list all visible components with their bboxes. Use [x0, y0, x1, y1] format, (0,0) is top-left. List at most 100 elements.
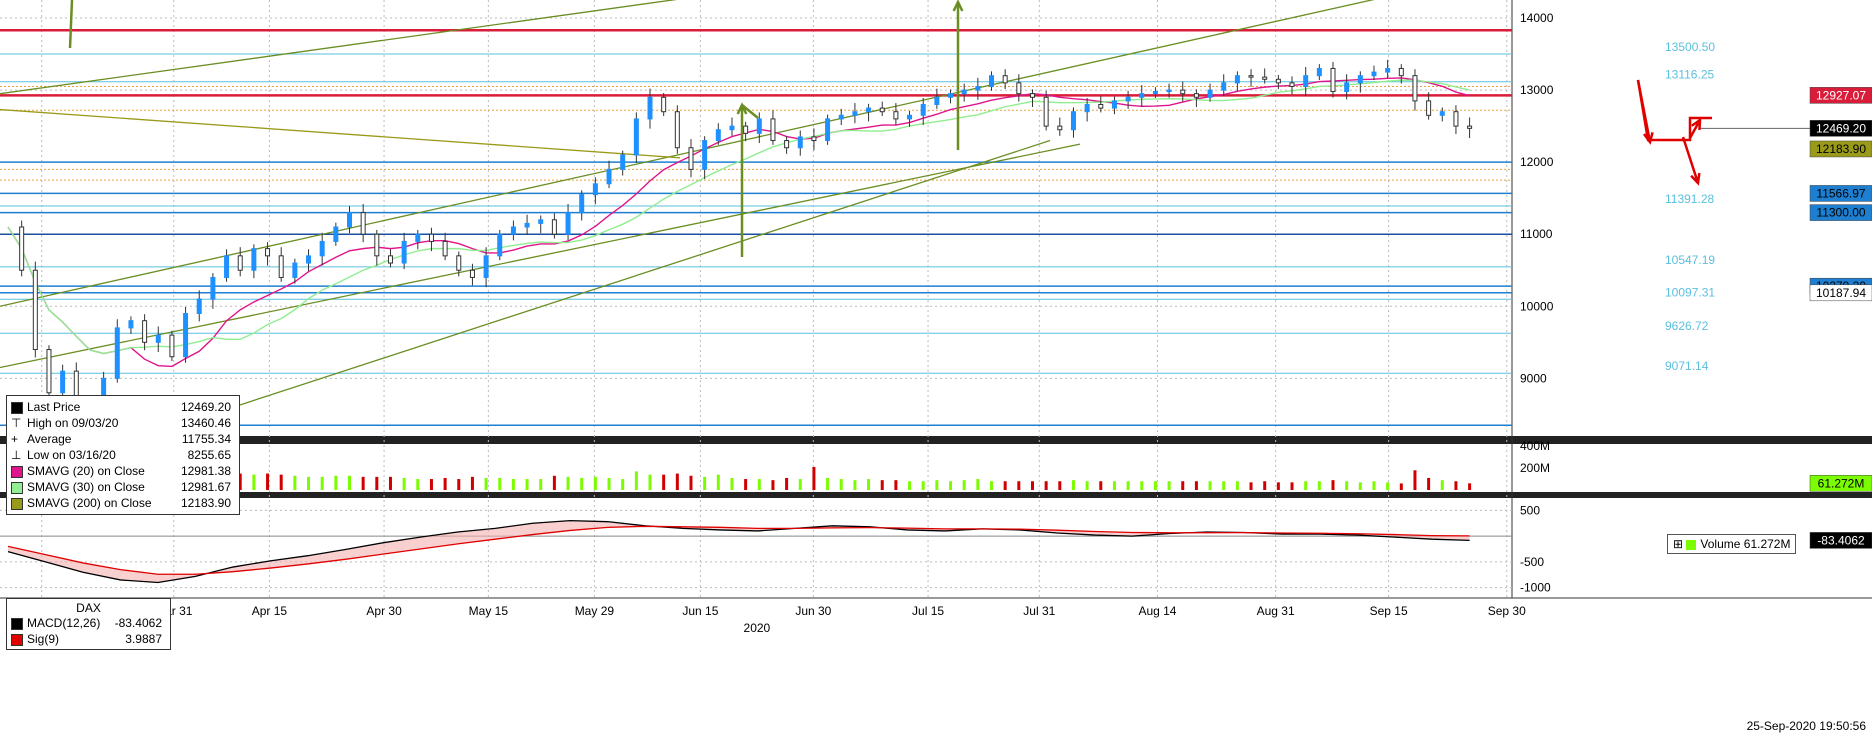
legend-value: 12469.20	[180, 400, 231, 414]
candle-body	[1180, 89, 1186, 95]
price-tag-label: 12469.20	[1816, 121, 1866, 135]
volume-bar	[1071, 480, 1075, 490]
volume-bar	[1249, 482, 1253, 490]
volume-bar	[1181, 481, 1185, 490]
volume-bar	[648, 474, 652, 490]
volume-bar	[1099, 481, 1103, 490]
candle-body	[838, 114, 844, 120]
low-marker-icon: ⊥	[11, 448, 22, 462]
volume-bar	[1030, 481, 1034, 490]
candle-body	[1016, 82, 1022, 95]
volume-bar	[511, 479, 515, 490]
y-tick-label: 14000	[1520, 11, 1554, 25]
high-marker-icon: ⊤	[11, 416, 22, 430]
volume-bar	[1085, 481, 1089, 490]
candle-body	[565, 212, 571, 235]
candle-body	[743, 125, 749, 134]
red-arrow	[1688, 119, 1702, 139]
volume-bar	[375, 476, 379, 490]
x-tick-label: May 15	[469, 604, 509, 618]
candles	[19, 59, 1473, 442]
volume-tag-box	[1809, 475, 1872, 492]
volume-bar	[1153, 481, 1157, 490]
legend-label: SMAVG (200) on Close	[27, 496, 152, 510]
y-tick-label: 12000	[1520, 155, 1554, 169]
candle-body	[1371, 71, 1377, 77]
volume-bar	[1263, 481, 1267, 490]
x-tick-label: Sep 15	[1370, 604, 1408, 618]
candle-body	[784, 140, 790, 149]
volume-bar	[1194, 481, 1198, 490]
candle-body	[579, 194, 585, 214]
macd-tag-box	[1809, 532, 1872, 549]
volume-bar	[1208, 481, 1212, 490]
volume-bar	[320, 476, 324, 490]
price-tag-label: 10187.94	[1816, 286, 1866, 300]
candle-body	[114, 327, 120, 379]
trend-line	[0, 143, 1081, 369]
y-tick-label: 13000	[1520, 83, 1554, 97]
volume-bar	[279, 474, 283, 490]
candle-body	[169, 334, 175, 358]
candle-body	[46, 349, 52, 394]
legend-row-sma30: SMAVG (30) on Close 12981.67	[11, 479, 235, 495]
candle-body	[278, 255, 284, 278]
volume-bar	[402, 477, 406, 490]
average-marker-icon: +	[11, 432, 19, 446]
candle-body	[60, 370, 66, 394]
volume-bar	[1427, 477, 1431, 490]
volume-bar	[1003, 481, 1007, 490]
volume-bar	[908, 481, 912, 490]
legend-label: Last Price	[27, 400, 81, 414]
volume-bar	[976, 479, 980, 490]
price-tags: 12927.07 12469.20 12183.90 11566.97 11300.00…	[1809, 87, 1872, 549]
volume-bar	[867, 479, 871, 490]
volume-bar	[484, 477, 488, 490]
volume-bar	[525, 479, 529, 490]
candle-body	[1070, 111, 1076, 131]
x-tick-label: Apr 30	[366, 604, 402, 618]
green-arrow-stub	[68, 0, 74, 49]
volume-bar	[621, 479, 625, 490]
candle-body	[387, 255, 393, 264]
candle-body	[1207, 89, 1213, 98]
legend-value: 11755.34	[181, 432, 231, 446]
legend-value: 8255.65	[187, 448, 231, 462]
volume-bar	[921, 481, 925, 490]
moving-averages	[7, 77, 1470, 368]
legend-value: 13460.46	[180, 416, 231, 430]
expand-icon[interactable]: ⊞	[1673, 537, 1684, 551]
candle-body	[661, 96, 667, 113]
price-tag-box	[1809, 284, 1872, 302]
level-label: 10547.19	[1665, 253, 1715, 267]
candle-body	[606, 168, 612, 185]
red-arrow-head	[1691, 117, 1702, 131]
candle-body	[374, 233, 380, 257]
candle-body	[756, 118, 762, 134]
candle-body	[729, 125, 735, 131]
candle-body	[1084, 103, 1090, 113]
candle-body	[210, 276, 216, 300]
volume-bar	[894, 480, 898, 490]
panel-separator	[0, 492, 1872, 498]
horizontal-levels: 13500.50 13116.25 11391.28 10547.19 10097.31…	[0, 29, 1810, 426]
volume-bar	[293, 475, 297, 490]
legend-value: 12981.38	[180, 464, 231, 478]
macd-label: MACD(12,26)	[27, 616, 101, 630]
volume-bar	[949, 481, 953, 490]
candle-body	[948, 93, 954, 98]
candle-body	[1248, 75, 1254, 78]
volume-bar	[839, 479, 843, 490]
volume-bar	[785, 477, 789, 490]
candle-body	[920, 103, 926, 116]
candle-body	[456, 255, 462, 271]
volume-bar	[730, 477, 734, 490]
price-tag-label: 12183.90	[1816, 142, 1866, 156]
volume-bar	[812, 467, 816, 490]
price-tag-box	[1809, 185, 1872, 202]
legend-row-high: ⊤ High on 09/03/20 13460.46	[11, 415, 235, 431]
volume-bar	[429, 479, 433, 490]
candle-body	[551, 219, 557, 235]
